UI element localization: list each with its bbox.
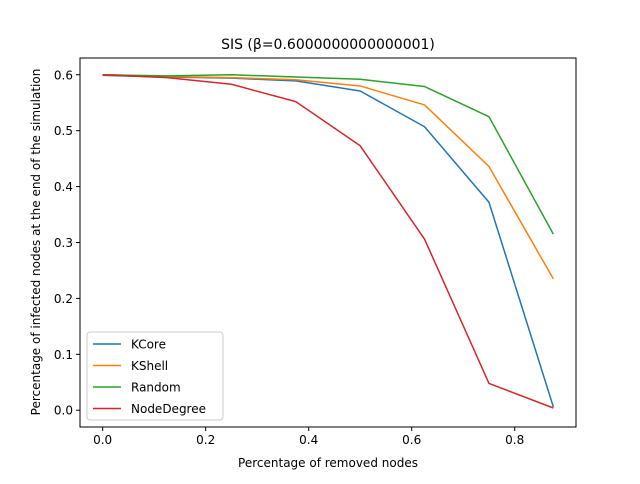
legend-box	[86, 331, 224, 421]
legend-label-nodedegree: NodeDegree	[131, 402, 206, 416]
x-tick-label: 0.8	[505, 433, 524, 447]
x-axis-label: Percentage of removed nodes	[238, 456, 418, 470]
y-tick-label: 0.1	[54, 348, 73, 362]
y-tick-label: 0.3	[54, 236, 73, 250]
legend-label-random: Random	[131, 381, 181, 395]
y-tick-label: 0.4	[54, 180, 73, 194]
series-layer	[102, 74, 555, 409]
legend-label-kcore: KCore	[131, 338, 166, 352]
y-tick-label: 0.5	[54, 124, 73, 138]
x-tick-label: 0.0	[93, 433, 112, 447]
series-line-nodedegree	[102, 74, 554, 409]
legend: KCore KShell Random NodeDegree	[86, 331, 224, 421]
y-axis-label: Percentage of infected nodes at the end …	[29, 69, 43, 416]
axes-layer: 0.0 0.2 0.4 0.6 0.8 0.0 0.1 0.2 0.3 0.4 0.5 0.6	[54, 68, 524, 447]
x-tick-label: 0.6	[402, 433, 421, 447]
series-line-random	[102, 74, 554, 235]
plot-area-frame	[79, 57, 577, 428]
x-tick-label: 0.4	[299, 433, 318, 447]
y-tick-label: 0.2	[54, 292, 73, 306]
series-line-kshell	[102, 74, 554, 280]
legend-label-kshell: KShell	[131, 359, 168, 373]
chart-title: SIS (β=0.6000000000000001)	[221, 37, 435, 53]
x-tick-label: 0.2	[196, 433, 215, 447]
y-tick-label: 0.0	[54, 404, 73, 418]
y-tick-label: 0.6	[54, 68, 73, 82]
